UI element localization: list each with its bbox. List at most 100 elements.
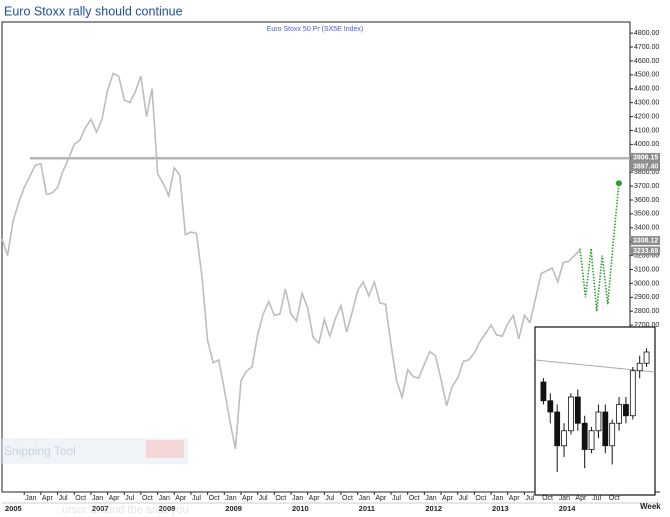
y-tick-label: 3800.00 bbox=[634, 169, 659, 176]
y-tick-label: 3200.00 bbox=[634, 252, 659, 259]
x-tick-label: Jul bbox=[325, 495, 334, 502]
x-tick-label: Jan bbox=[425, 495, 436, 502]
candle-body bbox=[574, 396, 581, 424]
x-tick-label: Apr bbox=[375, 495, 387, 502]
candle-body bbox=[547, 400, 554, 413]
x-tick-label: Apr bbox=[109, 495, 121, 502]
year-label: 2013 bbox=[492, 504, 509, 513]
y-tick-label: 2800.00 bbox=[634, 308, 659, 315]
x-tick-label: Apr bbox=[442, 495, 454, 502]
year-label: 2014 bbox=[559, 504, 577, 513]
x-tick-label: Jul bbox=[59, 495, 68, 502]
candle-body bbox=[623, 404, 629, 417]
main-layer: 2700.00 2800.00 2900.00 3000.00 3100.00 3200.… bbox=[1, 30, 660, 513]
x-tick-label: Jul bbox=[125, 495, 134, 502]
y-tick-label: 3100.00 bbox=[634, 266, 659, 273]
price-label-box bbox=[631, 161, 660, 171]
x-tick-label: Jul bbox=[392, 495, 401, 502]
year-label: 2010 bbox=[292, 504, 309, 513]
x-tick-label: Jul bbox=[192, 495, 201, 502]
price-label-box bbox=[631, 152, 660, 162]
x-tick-label: Apr bbox=[175, 495, 187, 502]
candle-body bbox=[581, 422, 588, 450]
y-tick-label: 4800.00 bbox=[634, 30, 659, 37]
y-tick-label: 4200.00 bbox=[634, 113, 659, 120]
y-tick-label: 4500.00 bbox=[634, 72, 659, 79]
year-label: 2005 bbox=[5, 504, 22, 513]
inset-layer: Week bbox=[534, 326, 661, 511]
price-label: 3233.69 bbox=[633, 248, 658, 255]
x-tick-label: Jan bbox=[359, 495, 370, 502]
candle-body bbox=[616, 404, 622, 424]
x-tick-label: Apr bbox=[509, 495, 521, 502]
overlay-layer: Snipping Tool ursor around the area you bbox=[0, 438, 189, 516]
x-tick-label: Jan bbox=[292, 495, 303, 502]
candle-body bbox=[643, 351, 650, 364]
inset-trendline bbox=[534, 359, 656, 373]
x-tick-label: Oct bbox=[542, 495, 553, 502]
x-tick-label: Jul bbox=[592, 495, 601, 502]
candle-body bbox=[568, 396, 574, 432]
price-label: 3906.15 bbox=[633, 154, 658, 161]
price-label-box bbox=[631, 246, 660, 256]
year-label: 2012 bbox=[425, 504, 442, 513]
x-tick-label: Apr bbox=[309, 495, 321, 502]
y-tick-label: 4100.00 bbox=[634, 127, 659, 134]
x-tick-label: Oct bbox=[75, 495, 86, 502]
close-button bbox=[146, 440, 184, 458]
snipping-window bbox=[0, 438, 188, 464]
y-tick-label: 3500.00 bbox=[634, 211, 659, 218]
plot-frame bbox=[1, 21, 631, 493]
year-label: 2007 bbox=[92, 504, 109, 513]
y-tick-label: 3400.00 bbox=[634, 225, 659, 232]
candle-body bbox=[629, 370, 636, 417]
x-tick-label: Apr bbox=[242, 495, 254, 502]
x-tick-label: Jul bbox=[525, 495, 534, 502]
x-tick-label: Oct bbox=[409, 495, 420, 502]
x-tick-label: Oct bbox=[475, 495, 486, 502]
chart-subtitle: Euro Stoxx 50 Pr (SX5E Index) bbox=[267, 26, 364, 33]
x-tick-label: Jan bbox=[25, 495, 36, 502]
x-tick-label: Oct bbox=[342, 495, 353, 502]
x-tick-label: Apr bbox=[42, 495, 54, 502]
y-tick-label: 4300.00 bbox=[634, 99, 659, 106]
price-label-box bbox=[631, 236, 660, 246]
inset-x-label: Week bbox=[640, 502, 661, 511]
y-tick-label: 2900.00 bbox=[634, 294, 659, 301]
snipping-title: Snipping Tool bbox=[4, 444, 76, 458]
x-tick-label: Oct bbox=[209, 495, 220, 502]
y-tick-label: 4700.00 bbox=[634, 44, 659, 51]
x-tick-label: Oct bbox=[609, 495, 620, 502]
y-tick-label: 3600.00 bbox=[634, 197, 659, 204]
year-label: 2009 bbox=[225, 504, 242, 513]
candle-body bbox=[561, 430, 567, 447]
x-tick-label: Oct bbox=[275, 495, 286, 502]
candle-body bbox=[540, 381, 547, 402]
candle-body bbox=[588, 430, 595, 450]
y-tick-label: 4400.00 bbox=[634, 86, 659, 93]
candle-body bbox=[609, 422, 616, 447]
candle-body bbox=[554, 411, 561, 447]
y-tick-label: 3000.00 bbox=[634, 280, 659, 287]
candle-body bbox=[595, 411, 602, 432]
year-label: 2008 bbox=[159, 504, 176, 513]
x-tick-label: Jan bbox=[225, 495, 236, 502]
x-tick-label: Jul bbox=[459, 495, 468, 502]
candle-body bbox=[636, 362, 643, 372]
x-tick-label: Apr bbox=[575, 495, 587, 502]
projection-line bbox=[579, 183, 620, 312]
projection-target bbox=[615, 180, 622, 187]
candle-body bbox=[602, 411, 609, 447]
y-tick-label: 2700.00 bbox=[634, 322, 659, 329]
y-tick-label: 3700.00 bbox=[634, 183, 659, 190]
y-tick-label: 4600.00 bbox=[634, 58, 659, 65]
year-label: 2011 bbox=[359, 504, 375, 513]
x-tick-label: Jan bbox=[159, 495, 170, 502]
price-label: 3308.12 bbox=[633, 237, 658, 244]
x-tick-label: Jan bbox=[492, 495, 503, 502]
x-tick-label: Jan bbox=[559, 495, 570, 502]
y-tick-label: 4000.00 bbox=[634, 141, 659, 148]
x-tick-label: Jul bbox=[259, 495, 268, 502]
